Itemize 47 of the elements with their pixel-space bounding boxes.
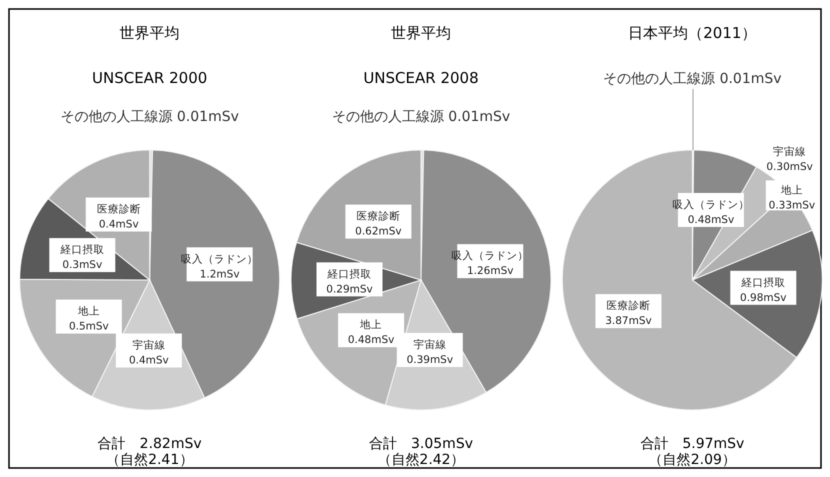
- slice-label: その他の人工線源: [332, 109, 444, 125]
- text: （自然2.09）: [648, 452, 736, 468]
- chart-subtitle: UNSCEAR 2008: [363, 69, 479, 87]
- data-label: 0.30mSv: [766, 161, 813, 174]
- data-label: 0.01mSv: [176, 109, 239, 125]
- slice-label: 吸入（ラドン）: [452, 249, 529, 262]
- data-label: 0.98mSv: [740, 292, 787, 304]
- chart-title: 世界平均: [120, 24, 180, 42]
- slice-label: 経口摂取: [59, 244, 104, 256]
- data-label: 1.2mSv: [200, 268, 240, 280]
- text: 合計 5.97mSv: [640, 436, 744, 452]
- text: （自然2.41）: [106, 452, 194, 468]
- data-label: 0.3mSv: [62, 259, 102, 272]
- slice-label: 医療診断: [606, 299, 650, 312]
- slice-label: 医療診断: [96, 202, 141, 216]
- slice-label: その他の人工線源: [60, 109, 172, 125]
- data-label: 0.33mSv: [768, 199, 816, 212]
- slice-label: 宇宙線: [773, 145, 806, 158]
- slice-label: 地上: [76, 304, 100, 318]
- data-label: 0.4mSv: [98, 218, 139, 231]
- chart-title: 日本平均（2011）: [628, 24, 756, 42]
- slice-label: 吸入（ラドン）: [181, 252, 258, 266]
- data-label: 0.48mSv: [348, 334, 394, 346]
- text: 合計 3.05mSv: [369, 436, 473, 452]
- text: （自然2.42）: [377, 452, 465, 468]
- slice-label: 医療診断: [356, 210, 400, 223]
- data-label: 0.62mSv: [355, 226, 402, 238]
- slice-label: 宇宙線: [132, 338, 166, 352]
- slice-label: 経口摂取: [740, 276, 786, 289]
- data-label: 3.87mSv: [605, 315, 652, 328]
- slice-label: 経口摂取: [326, 268, 372, 280]
- data-label: 0.4mSv: [128, 354, 169, 366]
- data-label: 0.29mSv: [326, 283, 373, 296]
- data-label: 0.01mSv: [720, 71, 782, 87]
- slice-label: 吸入（ラドン）: [672, 198, 750, 211]
- data-label: 0.5mSv: [68, 320, 109, 333]
- chart-subtitle: UNSCEAR 2000: [92, 69, 208, 87]
- chart-title: 世界平均: [391, 24, 451, 42]
- slice-label: 地上: [780, 183, 803, 196]
- data-label: 0.39mSv: [406, 354, 454, 366]
- data-label: 0.48mSv: [688, 214, 734, 226]
- slice-label: 地上: [359, 318, 382, 332]
- text: 合計 2.82mSv: [98, 436, 202, 452]
- data-label: 0.01mSv: [448, 109, 510, 125]
- slice-label: その他の人工線源: [603, 71, 716, 87]
- slice-label: 宇宙線: [413, 338, 446, 351]
- data-label: 1.26mSv: [466, 265, 514, 278]
